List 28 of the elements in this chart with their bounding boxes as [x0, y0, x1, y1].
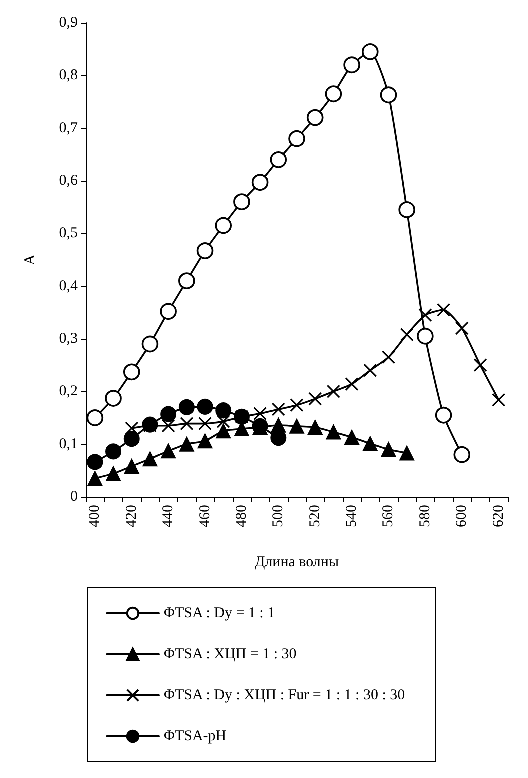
y-tick-label: 0,3 — [59, 331, 78, 347]
x-tick-label: 600 — [454, 505, 470, 528]
x-tick-label: 580 — [417, 505, 434, 528]
y-tick-label: 0,4 — [59, 278, 78, 294]
legend-label: ΦTSA : Dy = 1 : 1 — [164, 606, 276, 622]
y-axis-title: A — [22, 254, 38, 266]
y-tick-label: 0,5 — [59, 226, 78, 242]
x-axis-title: Длина волны — [254, 554, 340, 570]
y-tick-label: 0,6 — [59, 173, 78, 189]
y-tick-label: 0,8 — [59, 68, 78, 84]
x-tick-label: 440 — [160, 505, 177, 528]
x-tick-label: 420 — [124, 505, 140, 528]
x-tick-label: 620 — [490, 505, 507, 528]
y-tick-label: 0 — [70, 489, 78, 505]
x-tick-label: 480 — [234, 505, 250, 528]
y-tick-label: 0,7 — [59, 120, 78, 136]
x-tick-label: 520 — [307, 505, 324, 528]
x-tick-label: 540 — [344, 505, 360, 528]
legend-label: ΦTSA : Dy : XЦП : Fur = 1 : 1 : 30 : 30 — [164, 688, 406, 704]
y-tick-label: 0,1 — [59, 436, 78, 452]
y-tick-label: 0,2 — [59, 384, 78, 400]
legend-label: ΦTSA : XЦП = 1 : 30 — [164, 646, 297, 662]
y-tick-label: 0,9 — [59, 15, 78, 31]
x-tick-label: 460 — [197, 505, 214, 528]
x-tick-label: 560 — [380, 505, 397, 528]
x-tick-label: 400 — [87, 505, 104, 528]
legend-label: ΦTSA-pH — [164, 728, 227, 744]
x-tick-label: 500 — [270, 505, 287, 528]
